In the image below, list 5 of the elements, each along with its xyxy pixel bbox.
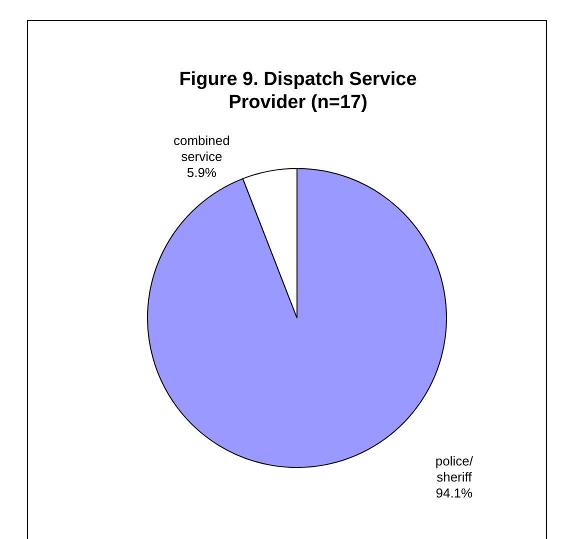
chart-title: Figure 9. Dispatch Service Provider (n=17) xyxy=(178,68,418,114)
data-label: 94.1% xyxy=(436,486,474,501)
data-label: 5.9% xyxy=(186,164,217,180)
slice-label: police/sheriff xyxy=(435,454,474,485)
slice-label: combined service xyxy=(173,132,230,164)
